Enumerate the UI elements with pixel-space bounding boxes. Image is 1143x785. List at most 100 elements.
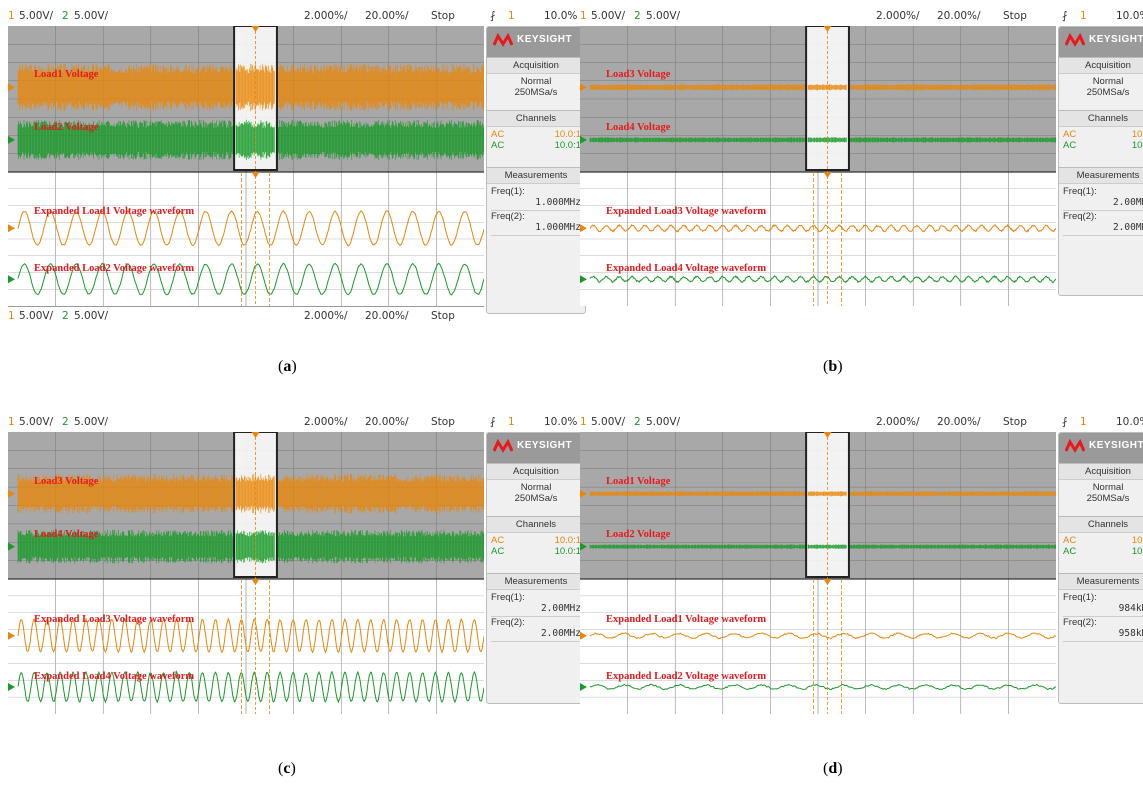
channels-section[interactable]: Channels AC 10.0: AC 10.0: — [1059, 110, 1143, 167]
status-ch2-scale[interactable]: 5.00V/ — [646, 416, 681, 428]
freq2-value: 2.00MHz — [491, 628, 581, 642]
channels-section[interactable]: Channels AC 10.0:1 AC 10.0:1 — [487, 110, 585, 167]
waveform-display[interactable] — [8, 26, 484, 306]
measurements-section[interactable]: Measurements Freq(1):984kHzFreq(2):958kHz — [1059, 573, 1143, 644]
measurements-section[interactable]: MeasurementsFreq(1):2.00MHzFreq(2):2.00M… — [1059, 167, 1143, 238]
side-panel: KEYSIGHT Acquisition Normal 250MSa/s Channel… — [486, 432, 586, 704]
measurements-title: Measurements — [1059, 168, 1143, 184]
status-state[interactable]: Stop — [431, 416, 455, 428]
keysight-logo-icon — [1065, 439, 1085, 453]
ground-marker-icon[interactable] — [580, 275, 587, 284]
sample-rate: 250MSa/s — [1086, 493, 1130, 504]
scope-panel-b: 1 5.00V/2 5.00V/2.000%/ 20.00%/ Stop ⨏ 1 10.0% L… — [580, 6, 1143, 326]
bottom-status-state: Stop — [431, 310, 455, 322]
freq2-value: 958kHz — [1063, 628, 1143, 642]
channels-section[interactable]: Channels AC 10.0:1 AC 10.0:1 — [487, 516, 585, 573]
channel2-expanded-trace — [589, 275, 1056, 284]
channel-row-ch1[interactable]: AC 10.0:1 — [491, 535, 581, 546]
ch1-probe: 10.0:1 — [554, 535, 581, 546]
acquisition-section[interactable]: Acquisition Normal 250MSa/s — [1059, 463, 1143, 516]
channel-row-ch2[interactable]: AC 10.0:1 — [491, 140, 581, 151]
channel-row-ch1[interactable]: AC 10.0: — [1063, 129, 1143, 140]
acquisition-section[interactable]: Acquisition Normal 250MSa/s — [487, 57, 585, 110]
ground-marker-icon[interactable] — [8, 489, 15, 498]
channel-row-ch2[interactable]: AC 10.0: — [1063, 546, 1143, 557]
ground-marker-icon[interactable] — [580, 83, 587, 92]
channels-title: Channels — [1059, 517, 1143, 533]
label-lower2: Expanded Load4 Voltage waveform — [34, 671, 195, 682]
ground-marker-icon[interactable] — [8, 542, 15, 551]
ground-marker-icon[interactable] — [580, 542, 587, 551]
side-panel: KEYSIGHT Acquisition Normal 250MSa/s Channel… — [1058, 26, 1143, 296]
trigger-marker-icon — [251, 26, 260, 32]
label-upper1: Load3 Voltage — [606, 69, 671, 81]
measurements-title: Measurements — [1059, 574, 1143, 590]
measurements-title: Measurements — [487, 168, 585, 184]
zoom-window-trace-1 — [235, 474, 275, 514]
ground-marker-icon[interactable] — [8, 275, 15, 284]
zoom-window-trace-1 — [807, 84, 847, 91]
ground-marker-icon[interactable] — [8, 224, 15, 233]
channel-row-ch1[interactable]: AC 10.0: — [1063, 535, 1143, 546]
ground-marker-icon[interactable] — [580, 489, 587, 498]
status-ch1-scale[interactable]: 5.00V/ — [19, 10, 54, 22]
freq2-label: Freq(2): — [491, 211, 525, 222]
zoom-window-trace-2 — [235, 530, 275, 564]
freq1-value: 2.00MHz — [1063, 197, 1143, 211]
channels-section[interactable]: Channels AC 10.0: AC 10.0: — [1059, 516, 1143, 573]
status-ch1-scale[interactable]: 5.00V/ — [591, 416, 626, 428]
acquisition-title: Acquisition — [1059, 464, 1143, 480]
label-lower1: Expanded Load3 Voltage waveform — [34, 613, 195, 625]
status-state[interactable]: Stop — [1003, 416, 1027, 428]
status-state[interactable]: Stop — [431, 10, 455, 22]
label-upper2: Load4 Voltage — [34, 528, 99, 540]
status-ch2-num: 2 — [62, 416, 69, 428]
panel-caption: (d) — [823, 760, 843, 777]
ground-marker-icon[interactable] — [580, 224, 587, 233]
ground-marker-icon[interactable] — [580, 683, 587, 691]
ch2-probe: 10.0:1 — [554, 546, 581, 557]
acquisition-section[interactable]: Acquisition Normal 250MSa/s — [487, 463, 585, 516]
label-upper1: Load1 Voltage — [606, 475, 671, 487]
trigger-edge-icon: ⨏ — [1062, 416, 1068, 428]
status-time2: 20.00%/ — [937, 10, 981, 22]
freq2-label: Freq(2): — [491, 617, 525, 628]
status-ch2-scale[interactable]: 5.00V/ — [646, 10, 681, 22]
ground-marker-icon[interactable] — [8, 683, 15, 691]
keysight-logo-icon — [493, 33, 513, 47]
status-time1: 2.000%/ — [876, 10, 920, 22]
ground-marker-icon[interactable] — [8, 135, 15, 144]
measurements-section[interactable]: Measurements Freq(1): 1.000MHz Freq(2): 1.00… — [487, 167, 585, 238]
acquisition-section[interactable]: Acquisition Normal 250MSa/s — [1059, 57, 1143, 110]
trigger-marker-icon — [251, 432, 260, 438]
trigger-source: 1 — [508, 10, 515, 22]
waveform-display[interactable] — [580, 26, 1056, 306]
status-state[interactable]: Stop — [1003, 10, 1027, 22]
ground-marker-icon[interactable] — [8, 83, 15, 92]
channel-row-ch2[interactable]: AC 10.0:1 — [491, 546, 581, 557]
zoom-window-trace-2 — [807, 544, 847, 549]
brand-name: KEYSIGHT — [1089, 440, 1143, 451]
status-ch2-scale[interactable]: 5.00V/ — [74, 10, 109, 22]
trigger-edge-icon: ⨏ — [490, 416, 496, 428]
channels-title: Channels — [487, 517, 585, 533]
status-ch2-scale[interactable]: 5.00V/ — [74, 416, 109, 428]
label-lower1: Expanded Load1 Voltage waveform — [606, 613, 767, 625]
bottom-status-time1: 2.000%/ — [304, 310, 348, 322]
status-time2: 20.00%/ — [937, 416, 981, 428]
status-ch1-scale[interactable]: 5.00V/ — [19, 416, 54, 428]
waveform-display[interactable] — [8, 432, 484, 714]
channel2-expanded-trace — [589, 683, 1056, 691]
ground-marker-icon[interactable] — [580, 631, 587, 640]
channel-row-ch2[interactable]: AC 10.0: — [1063, 140, 1143, 151]
status-ch1-scale[interactable]: 5.00V/ — [591, 10, 626, 22]
ch1-probe: 10.0:1 — [554, 129, 581, 140]
ground-marker-icon[interactable] — [580, 135, 587, 144]
zoom-window-trace-1 — [807, 491, 847, 497]
ground-marker-icon[interactable] — [8, 631, 15, 640]
channel-row-ch1[interactable]: AC 10.0:1 — [491, 129, 581, 140]
status-bar: 1 5.00V/2 5.00V/2.000%/ 20.00%/ Stop — [8, 412, 484, 432]
keysight-logo-icon — [493, 439, 513, 453]
waveform-display[interactable] — [580, 432, 1056, 714]
